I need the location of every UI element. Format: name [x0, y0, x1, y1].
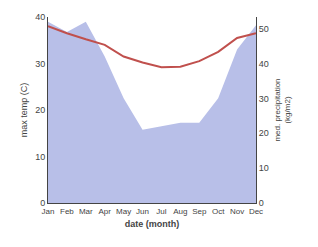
svg-text:Feb: Feb — [60, 207, 74, 216]
svg-text:20: 20 — [259, 128, 269, 138]
svg-text:Aug: Aug — [173, 207, 187, 216]
svg-text:May: May — [116, 207, 131, 216]
svg-text:Jan: Jan — [42, 207, 55, 216]
svg-text:Apr: Apr — [99, 207, 112, 216]
svg-text:50: 50 — [259, 24, 269, 34]
svg-text:Dec: Dec — [249, 207, 263, 216]
svg-text:Sep: Sep — [192, 207, 207, 216]
svg-text:Nov: Nov — [230, 207, 244, 216]
svg-text:20: 20 — [35, 105, 45, 115]
svg-text:med. precipitation(kg/m2): med. precipitation(kg/m2) — [273, 78, 292, 141]
svg-text:0: 0 — [259, 198, 264, 208]
svg-text:0: 0 — [40, 198, 45, 208]
svg-text:Jul: Jul — [156, 207, 166, 216]
svg-text:Jun: Jun — [136, 207, 149, 216]
svg-text:40: 40 — [259, 59, 269, 69]
svg-text:40: 40 — [35, 12, 45, 22]
svg-text:10: 10 — [35, 152, 45, 162]
svg-text:30: 30 — [259, 94, 269, 104]
svg-text:date (month): date (month) — [125, 219, 180, 229]
svg-text:30: 30 — [35, 59, 45, 69]
svg-text:Mar: Mar — [79, 207, 93, 216]
svg-text:max temp (C): max temp (C) — [19, 83, 29, 138]
svg-text:10: 10 — [259, 163, 269, 173]
svg-text:Oct: Oct — [212, 207, 225, 216]
